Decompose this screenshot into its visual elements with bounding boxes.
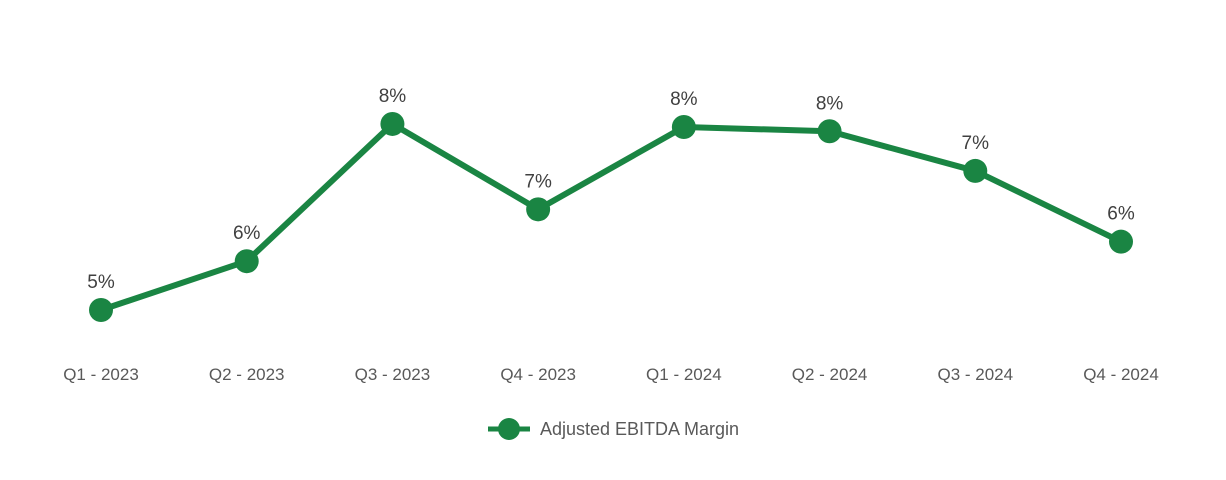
line-chart-svg: 5% Q1 - 2023 6% Q2 - 2023 8% Q3 - 2023 7% Q4 - … <box>63 86 1159 384</box>
data-point-label: 6% <box>233 223 261 244</box>
x-axis-label: Q2 - 2023 <box>209 365 285 384</box>
data-point-marker <box>234 249 259 274</box>
data-point-marker <box>380 111 405 136</box>
legend: Adjusted EBITDA Margin <box>0 416 1226 442</box>
x-axis-label: Q2 - 2024 <box>792 365 868 384</box>
data-point-marker <box>817 119 842 144</box>
x-axis-label: Q1 - 2024 <box>646 365 722 384</box>
data-point-marker <box>526 197 551 222</box>
data-point-marker <box>89 298 113 322</box>
x-axis-label: Q4 - 2023 <box>500 365 576 384</box>
data-point-marker <box>963 158 988 183</box>
x-axis-label: Q4 - 2024 <box>1083 365 1159 384</box>
x-axis-label: Q1 - 2023 <box>63 365 139 384</box>
data-point-label: 8% <box>379 86 407 107</box>
data-point-label: 8% <box>670 89 698 110</box>
legend-series-marker-icon <box>487 418 530 440</box>
series-line <box>98 120 1124 313</box>
x-axis-label: Q3 - 2023 <box>355 365 431 384</box>
data-point-marker <box>671 115 696 139</box>
legend-label: Adjusted EBITDA Margin <box>539 419 740 439</box>
data-point-label: 7% <box>962 133 990 154</box>
data-point-label: 6% <box>1107 204 1135 225</box>
data-point-marker <box>1109 229 1133 254</box>
x-axis-label: Q3 - 2024 <box>937 365 1013 384</box>
legend-dot <box>497 418 520 440</box>
data-point-label: 7% <box>524 171 552 192</box>
data-point-label: 8% <box>816 93 844 114</box>
data-point-label: 5% <box>87 272 115 293</box>
